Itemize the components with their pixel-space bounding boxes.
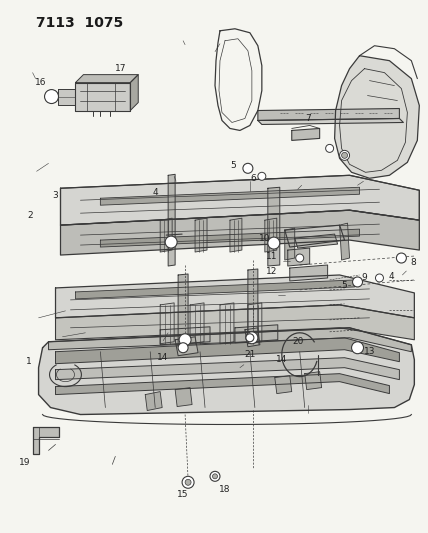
Text: 11: 11 — [266, 252, 278, 261]
Polygon shape — [295, 234, 338, 248]
Polygon shape — [258, 118, 403, 125]
Circle shape — [342, 152, 348, 158]
Text: 17: 17 — [115, 64, 126, 73]
Polygon shape — [75, 83, 130, 110]
Text: 4: 4 — [389, 272, 394, 281]
Polygon shape — [75, 75, 138, 83]
Text: 20: 20 — [292, 337, 303, 346]
Circle shape — [45, 90, 59, 103]
Polygon shape — [160, 327, 210, 345]
Polygon shape — [60, 175, 419, 225]
Polygon shape — [145, 392, 162, 410]
Text: 2: 2 — [28, 211, 33, 220]
Text: 1: 1 — [26, 357, 32, 366]
Polygon shape — [230, 218, 242, 252]
Polygon shape — [175, 337, 198, 356]
Circle shape — [326, 144, 333, 152]
Polygon shape — [258, 109, 399, 120]
Text: 5: 5 — [342, 281, 348, 290]
Polygon shape — [160, 218, 172, 252]
Circle shape — [339, 150, 350, 160]
Circle shape — [210, 471, 220, 481]
Polygon shape — [288, 248, 310, 266]
Polygon shape — [33, 427, 59, 455]
Text: 12: 12 — [266, 268, 277, 277]
Polygon shape — [168, 174, 175, 266]
Circle shape — [178, 343, 188, 353]
Circle shape — [375, 274, 383, 282]
Polygon shape — [56, 358, 399, 379]
Polygon shape — [178, 274, 188, 346]
Text: 21: 21 — [244, 350, 256, 359]
Polygon shape — [285, 225, 345, 247]
Circle shape — [396, 253, 406, 263]
Circle shape — [182, 477, 194, 488]
Polygon shape — [339, 223, 350, 260]
Circle shape — [243, 163, 253, 173]
Polygon shape — [235, 325, 278, 343]
Polygon shape — [285, 228, 295, 260]
Circle shape — [246, 332, 258, 344]
Polygon shape — [101, 229, 360, 247]
Circle shape — [185, 479, 191, 485]
Circle shape — [351, 342, 363, 354]
Polygon shape — [56, 275, 414, 318]
Polygon shape — [195, 218, 207, 252]
Polygon shape — [57, 88, 75, 104]
Circle shape — [165, 236, 177, 248]
Polygon shape — [265, 218, 277, 252]
Text: 6: 6 — [250, 174, 256, 183]
Circle shape — [179, 334, 191, 346]
Text: 10: 10 — [259, 233, 270, 243]
Polygon shape — [248, 269, 258, 341]
Polygon shape — [60, 210, 419, 255]
Circle shape — [213, 474, 217, 479]
Circle shape — [246, 334, 254, 342]
Circle shape — [353, 277, 363, 287]
Text: 7113  1075: 7113 1075 — [36, 16, 123, 30]
Polygon shape — [101, 187, 360, 205]
Text: 14: 14 — [157, 353, 168, 362]
Text: 5: 5 — [230, 161, 236, 170]
Text: 19: 19 — [19, 458, 30, 467]
Polygon shape — [248, 303, 262, 344]
Polygon shape — [75, 280, 354, 299]
Polygon shape — [160, 303, 174, 344]
Polygon shape — [190, 303, 204, 344]
Polygon shape — [335, 55, 419, 178]
Text: 15: 15 — [177, 490, 189, 499]
Text: 3: 3 — [53, 191, 58, 200]
Polygon shape — [175, 387, 192, 407]
Polygon shape — [275, 376, 292, 393]
Polygon shape — [56, 305, 414, 340]
Polygon shape — [220, 303, 234, 344]
Text: 7: 7 — [305, 114, 311, 123]
Text: 18: 18 — [219, 485, 231, 494]
Text: 14: 14 — [276, 355, 288, 364]
Text: 16: 16 — [35, 78, 46, 87]
Circle shape — [268, 237, 280, 249]
Text: 9: 9 — [362, 273, 367, 282]
Polygon shape — [39, 328, 414, 415]
Text: 8: 8 — [410, 257, 416, 266]
Circle shape — [258, 172, 266, 180]
Polygon shape — [305, 372, 322, 390]
Polygon shape — [290, 265, 327, 281]
Polygon shape — [268, 187, 280, 266]
Polygon shape — [56, 338, 399, 364]
Polygon shape — [130, 75, 138, 110]
Polygon shape — [245, 328, 260, 347]
Text: 4: 4 — [152, 188, 158, 197]
Text: 13: 13 — [364, 347, 375, 356]
Polygon shape — [56, 374, 389, 394]
Polygon shape — [292, 128, 320, 140]
Polygon shape — [48, 328, 411, 352]
Circle shape — [296, 254, 304, 262]
